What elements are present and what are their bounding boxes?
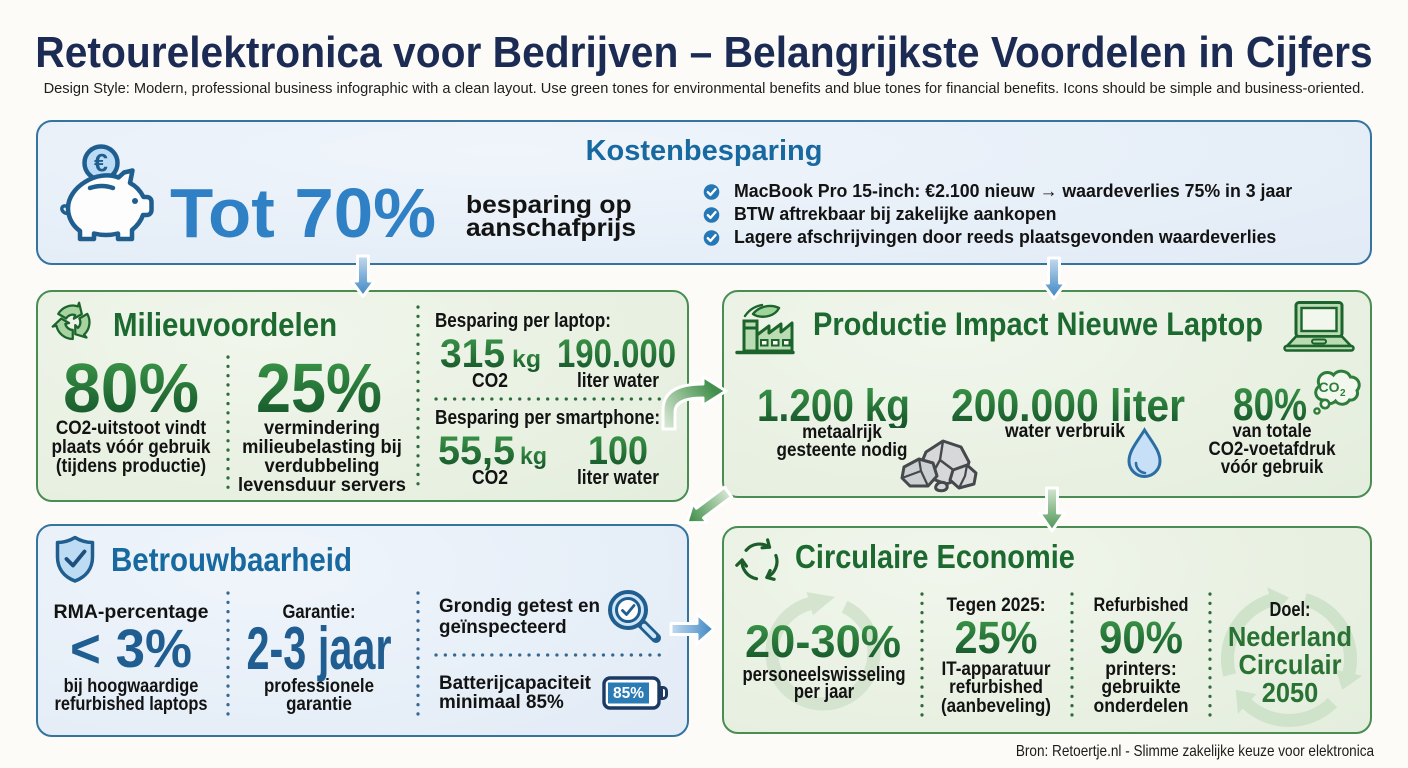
svg-text:€: € (94, 150, 108, 178)
svg-text:85%: 85% (613, 685, 644, 702)
svg-text:CO: CO (1319, 379, 1340, 395)
svg-text:2: 2 (1340, 388, 1346, 399)
